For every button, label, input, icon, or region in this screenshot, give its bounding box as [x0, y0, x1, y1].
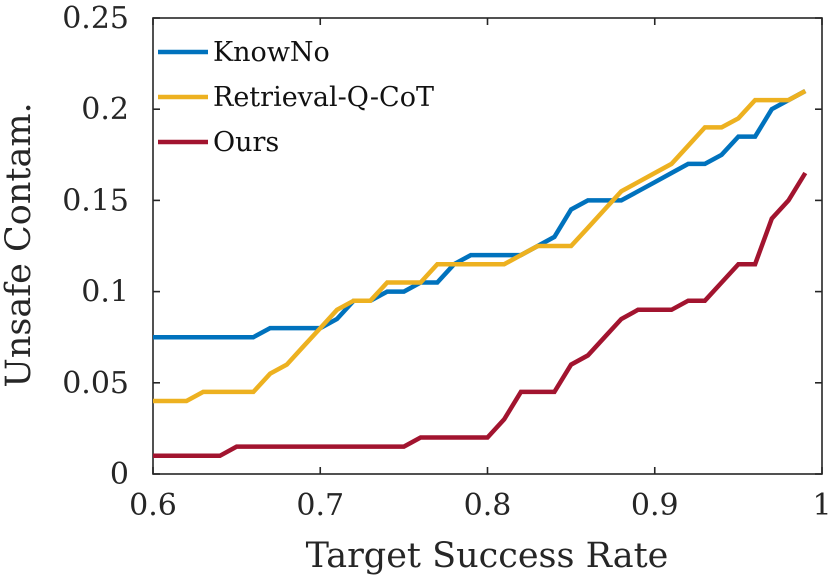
y-axis-title: Unsafe Contam.: [0, 102, 39, 387]
y-tick-label: 0.15: [62, 183, 129, 218]
x-tick-label: 0.6: [129, 488, 177, 523]
legend-label-knowno: KnowNo: [213, 37, 330, 68]
y-tick-label: 0.05: [62, 366, 129, 401]
series-layer: [153, 89, 808, 459]
y-axis-ticks: 0 0.05 0.1 0.15 0.2 0.25: [62, 1, 822, 492]
series-line-ours: [153, 171, 808, 459]
series-line-retrieval-q-cot: [153, 89, 807, 404]
series-line-knowno: [153, 89, 807, 340]
legend-label-retrieval-q-cot: Retrieval-Q-CoT: [213, 82, 434, 113]
x-tick-label: 0.8: [464, 488, 512, 523]
x-axis-ticks: 0.6 0.7 0.8 0.9 1: [129, 18, 830, 523]
legend-label-ours: Ours: [213, 127, 279, 158]
x-tick-label: 0.9: [631, 488, 679, 523]
y-tick-label: 0: [110, 457, 129, 492]
y-tick-label: 0.2: [81, 92, 129, 127]
x-tick-label: 1: [812, 488, 830, 523]
y-tick-label: 0.1: [81, 275, 129, 310]
x-tick-label: 0.7: [296, 488, 344, 523]
x-axis-title: Target Success Rate: [306, 536, 669, 576]
y-tick-label: 0.25: [62, 1, 129, 36]
legend: KnowNo Retrieval-Q-CoT Ours: [158, 37, 434, 158]
